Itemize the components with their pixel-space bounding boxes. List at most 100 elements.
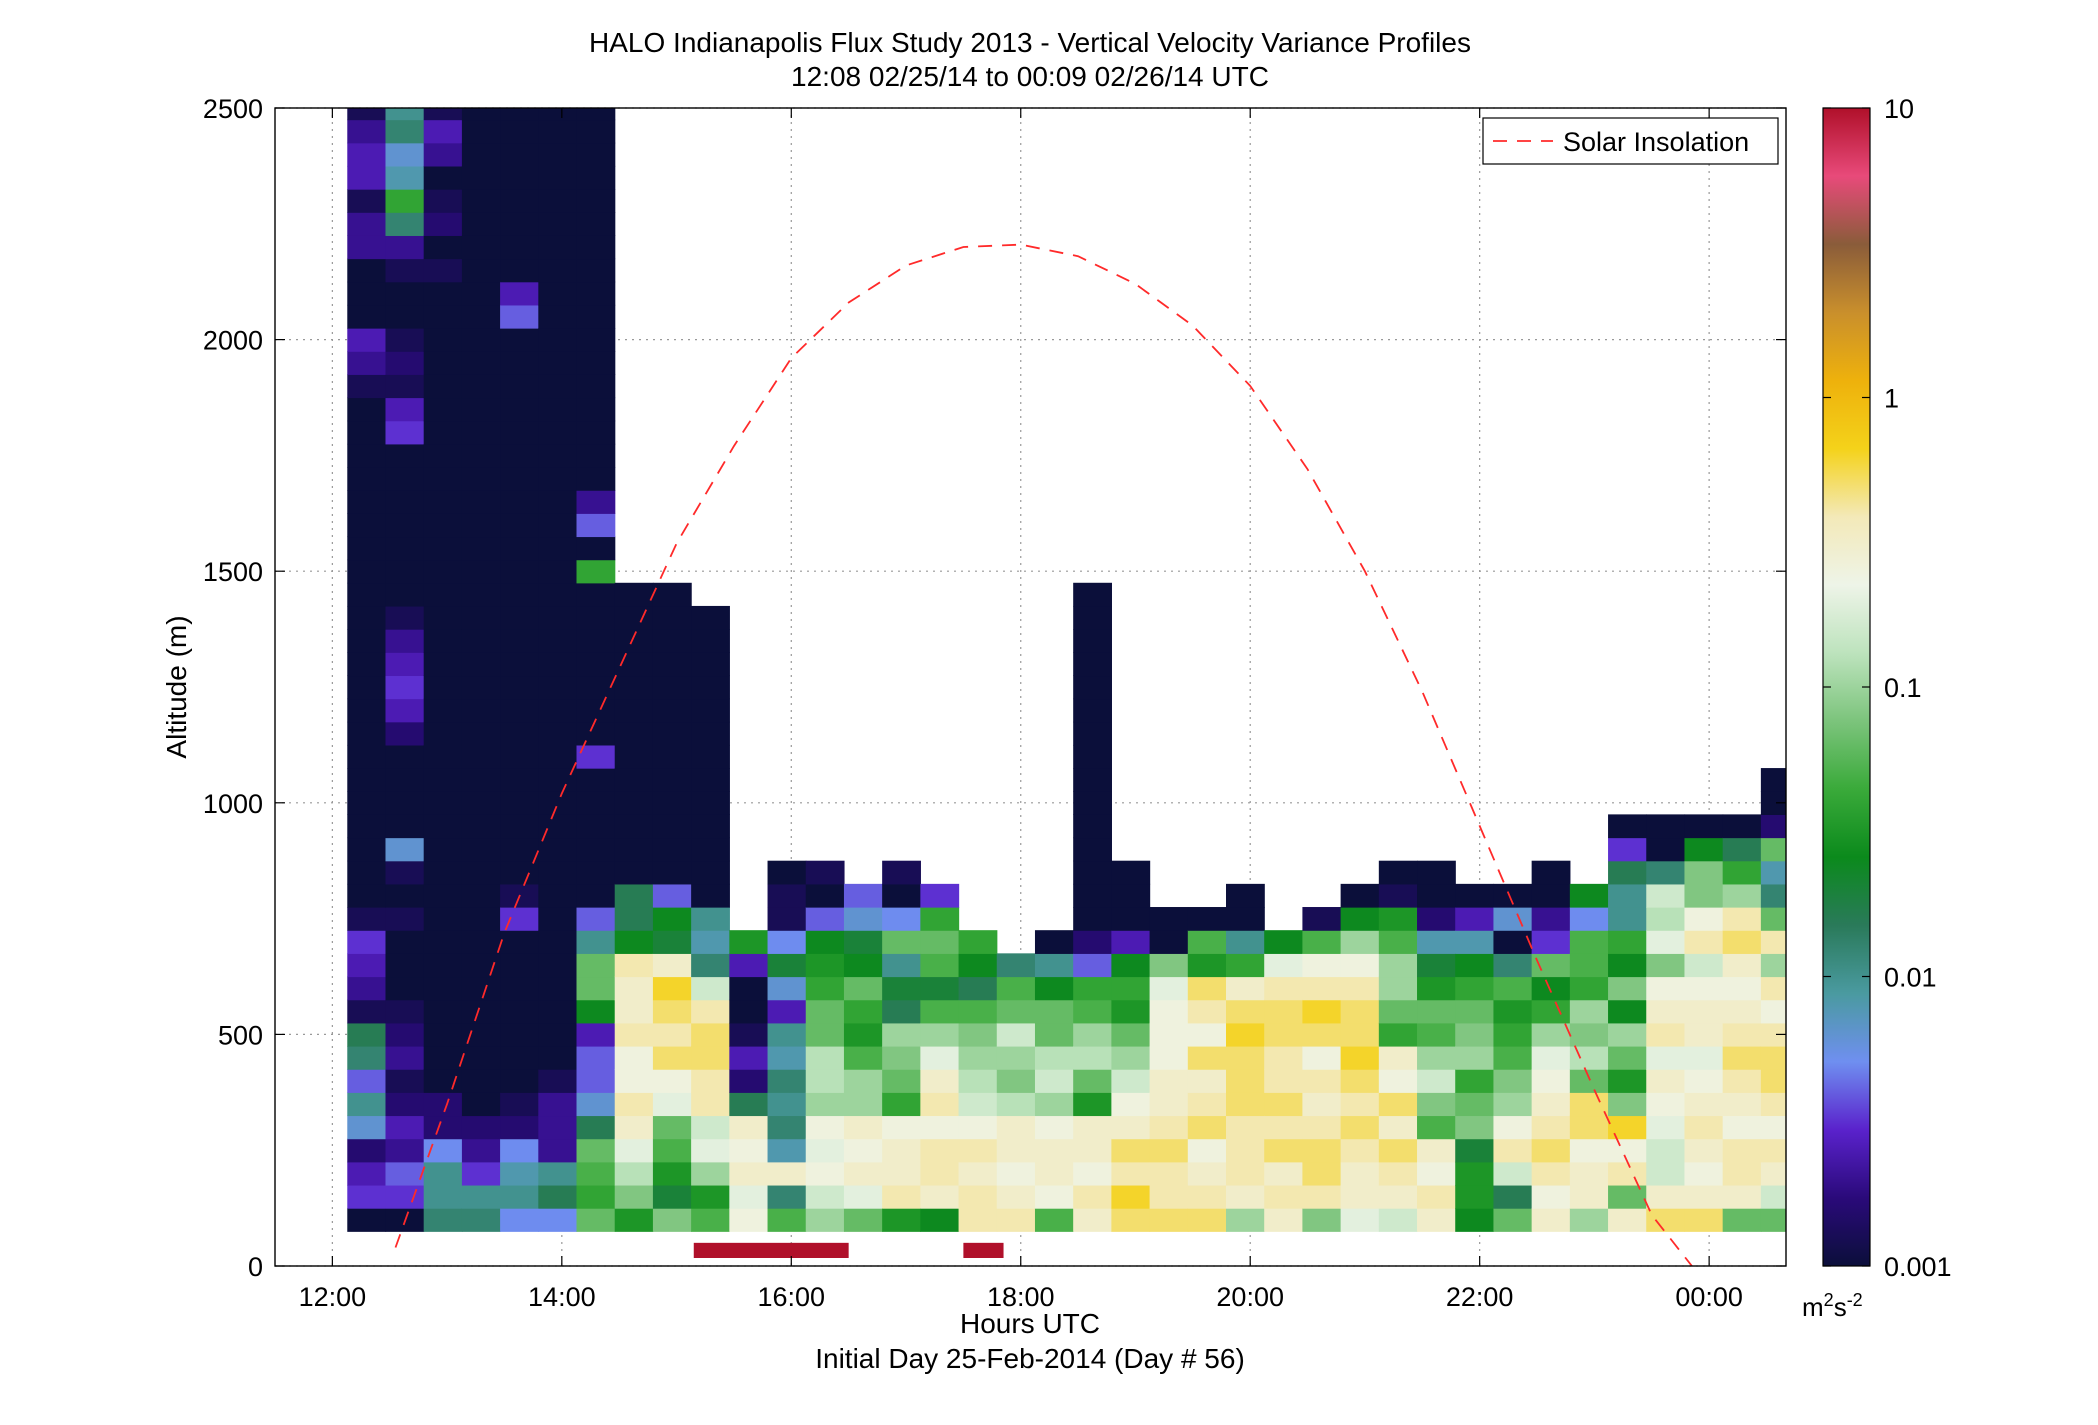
heatmap-cell	[500, 351, 539, 375]
heatmap-cell	[1455, 1115, 1495, 1140]
heatmap-cell	[614, 721, 654, 746]
heatmap-cell	[843, 1069, 883, 1093]
heatmap-cell	[652, 814, 692, 839]
heatmap-cell	[423, 1022, 463, 1047]
heatmap-cell	[538, 976, 578, 1001]
heatmap-cell	[1187, 930, 1227, 954]
heatmap-cell	[1302, 1115, 1342, 1140]
heatmap-cell	[347, 397, 387, 422]
heatmap-cell	[462, 73, 501, 97]
heatmap-cell	[423, 1184, 463, 1209]
heatmap-cell	[1646, 1069, 1686, 1093]
heatmap-cell	[423, 1069, 463, 1093]
heatmap-cell	[652, 930, 692, 954]
heatmap-cell	[423, 374, 463, 399]
heatmap-cell	[461, 930, 501, 954]
heatmap-cell	[1149, 907, 1189, 931]
heatmap-cell	[691, 976, 730, 1001]
heatmap-cell	[1187, 1115, 1227, 1140]
y-tick-label: 1000	[203, 789, 263, 819]
heatmap-cell	[882, 1022, 921, 1047]
heatmap-cell	[1034, 1138, 1074, 1163]
heatmap-cell	[614, 675, 654, 700]
heatmap-cell	[805, 1184, 845, 1209]
heatmap-cell	[2067, 675, 2098, 699]
heatmap-cell	[1990, 768, 2029, 792]
heatmap-cell	[385, 1092, 425, 1117]
heatmap-cell	[614, 698, 654, 723]
heatmap-cell	[423, 397, 463, 422]
heatmap-cell	[1684, 1069, 1724, 1093]
heatmap-cell	[1417, 860, 1456, 885]
heatmap-cell	[2067, 1208, 2098, 1232]
heatmap-cell	[729, 1208, 769, 1232]
heatmap-cell	[1417, 1161, 1456, 1186]
heatmap-cell	[1264, 953, 1304, 978]
heatmap-cell	[767, 976, 807, 1001]
heatmap-cell	[729, 1115, 769, 1140]
heatmap-cell	[423, 536, 463, 561]
heatmap-cell	[347, 420, 387, 445]
heatmap-cell	[576, 930, 616, 954]
heatmap-cell	[461, 513, 501, 538]
heatmap-cell	[576, 559, 616, 584]
heatmap-cell	[1952, 814, 1991, 838]
heatmap-cell	[1608, 814, 1647, 839]
heatmap-cell	[2067, 560, 2098, 584]
colorbar-tick-label: 0.01	[1884, 963, 1937, 993]
heatmap-cell	[500, 698, 539, 723]
heatmap-cell	[614, 1208, 654, 1232]
heatmap-cell	[1149, 976, 1189, 1001]
heatmap-cell	[461, 907, 501, 931]
heatmap-cell	[1340, 1045, 1380, 1070]
heatmap-cell	[385, 930, 425, 954]
heatmap-cell	[805, 860, 845, 885]
heatmap-cell	[500, 1161, 539, 1186]
heatmap-cell	[1875, 907, 1914, 931]
heatmap-cell	[614, 1161, 654, 1186]
heatmap-cell	[500, 1045, 539, 1070]
heatmap-cell	[1722, 930, 1762, 954]
heatmap-cell	[385, 235, 425, 260]
heatmap-cell	[461, 1208, 501, 1232]
heatmap-cell	[1340, 930, 1380, 954]
heatmap-cell	[423, 490, 463, 514]
heatmap-cell	[385, 999, 425, 1024]
heatmap-cell	[1569, 953, 1609, 978]
heatmap-cell	[347, 235, 387, 260]
heatmap-cell	[1608, 907, 1647, 931]
heatmap-cell	[500, 1115, 539, 1140]
heatmap-cell	[1149, 1022, 1189, 1047]
heatmap-cell	[1111, 953, 1151, 978]
heatmap-cell	[652, 976, 692, 1001]
heatmap-cell	[1914, 791, 1953, 815]
heatmap-cell	[882, 1115, 921, 1140]
heatmap-cell	[1722, 1045, 1762, 1070]
heatmap-cell	[1073, 652, 1112, 677]
heatmap-cell	[538, 744, 578, 769]
heatmap-cell	[1417, 1069, 1456, 1093]
heatmap-cell	[347, 814, 387, 839]
axis-ticks: 12:00 14:00 16:00 18:00 20:00 22:00 00:00 0 500 1…	[203, 94, 1786, 1312]
heatmap-cell	[1531, 1022, 1571, 1047]
heatmap-cell	[347, 629, 387, 653]
heatmap-cell	[882, 1045, 921, 1070]
heatmap-cell	[385, 73, 424, 97]
heatmap-cell	[423, 328, 463, 352]
heatmap-cell	[423, 721, 463, 746]
y-tick-label: 0	[248, 1252, 263, 1282]
heatmap-cell	[1264, 1092, 1304, 1117]
heatmap-cell	[1493, 1184, 1533, 1209]
heatmap-cell	[500, 976, 539, 1001]
heatmap-cell	[423, 258, 463, 283]
heatmap-cell	[614, 814, 654, 839]
heatmap-cell	[1760, 1161, 1786, 1186]
heatmap-cell	[652, 791, 692, 815]
heatmap-cell	[691, 1138, 730, 1163]
heatmap-cell	[1646, 1092, 1686, 1117]
colorbar: 0.001 0.01 0.1 1 10 m2s-2	[1802, 94, 1952, 1322]
heatmap-cell	[767, 1022, 807, 1047]
heatmap-cell	[843, 1161, 883, 1186]
heatmap-cell	[500, 73, 539, 97]
heatmap-cell	[347, 698, 387, 723]
